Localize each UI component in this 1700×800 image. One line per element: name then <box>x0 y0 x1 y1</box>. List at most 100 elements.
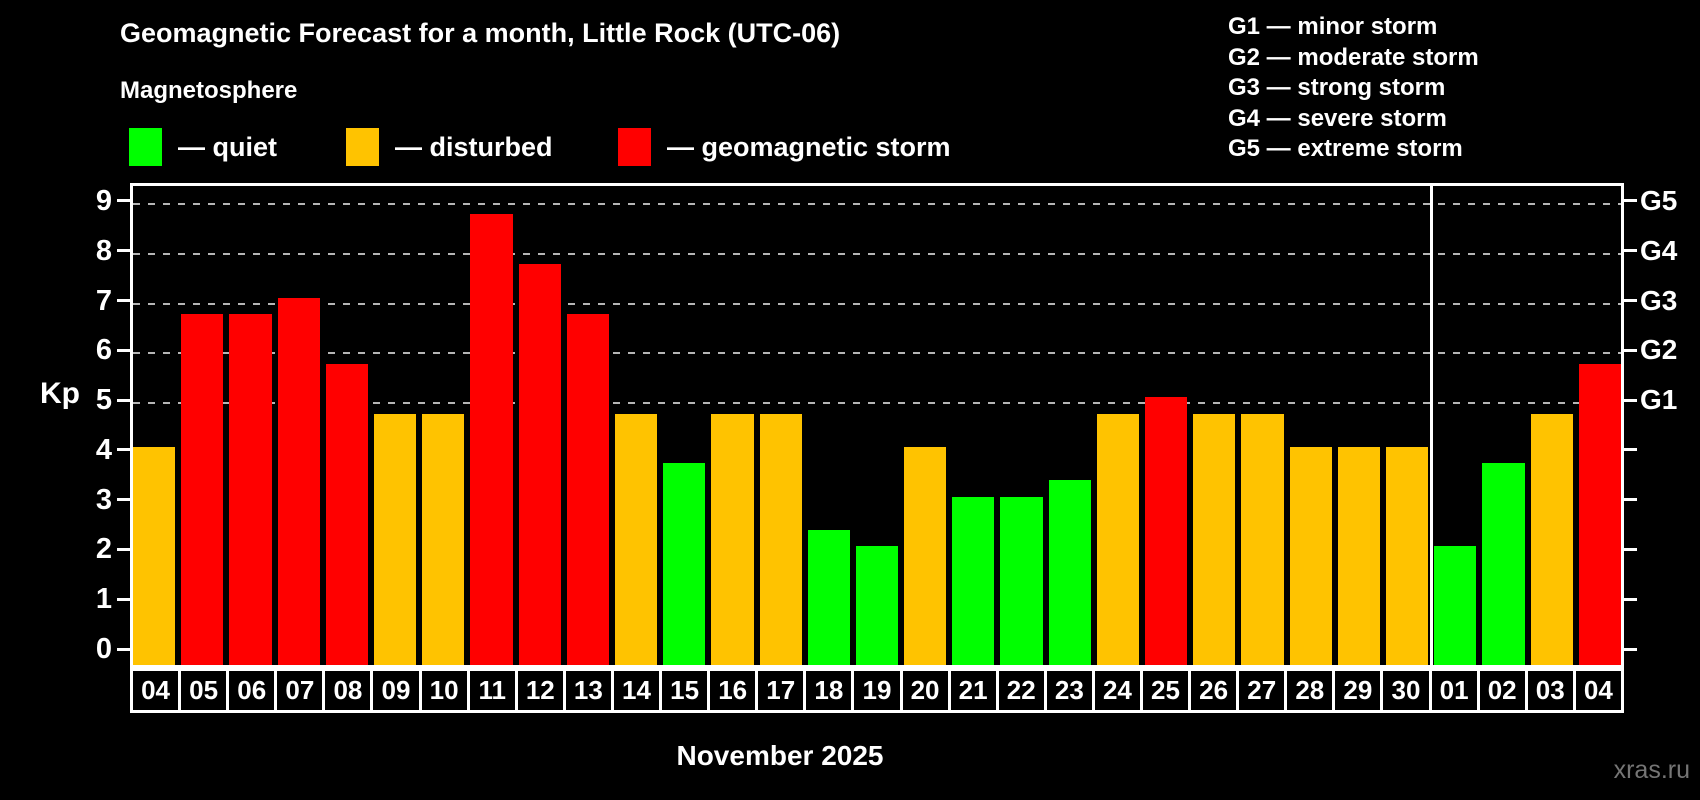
gridline-kp-6 <box>133 352 1621 355</box>
kp-bar-day-06 <box>229 313 272 665</box>
kp-bar-day-05 <box>181 313 224 665</box>
y-tick-label-2: 2 <box>95 533 112 566</box>
date-cell-18: 18 <box>803 668 855 713</box>
date-cell-25: 25 <box>1139 668 1192 713</box>
kp-bar-day-25 <box>1145 397 1188 665</box>
date-cell-22: 22 <box>995 668 1047 713</box>
kp-bar-day-08 <box>325 363 368 665</box>
kp-bar-day-03 <box>1530 413 1573 665</box>
y-tick-left-3 <box>117 498 130 502</box>
y-tick-left-7 <box>117 299 130 303</box>
plot-area <box>130 183 1624 668</box>
date-cell-11: 11 <box>466 668 518 713</box>
legend-label-storm: — geomagnetic storm <box>667 131 951 162</box>
legend-item-quiet: — quiet <box>129 126 277 168</box>
y-tick-right-7 <box>1624 299 1637 303</box>
watermark: xras.ru <box>1613 756 1690 784</box>
page-title: Geomagnetic Forecast for a month, Little… <box>120 18 841 48</box>
kp-bar-day-11 <box>470 214 513 665</box>
y-tick-right-8 <box>1624 249 1637 253</box>
right-axis-label-g1: G1 <box>1640 384 1678 416</box>
date-cell-12: 12 <box>514 668 566 713</box>
kp-bar-day-29 <box>1337 446 1381 665</box>
y-tick-right-4 <box>1624 448 1637 452</box>
y-tick-left-8 <box>117 249 130 253</box>
g-scale-item-g5: G5 — extreme storm <box>1228 135 1463 163</box>
kp-bar-day-09 <box>373 413 417 665</box>
chart-subtitle: Magnetosphere <box>120 77 298 104</box>
storm-color-swatch <box>618 128 651 166</box>
y-tick-right-3 <box>1624 498 1637 502</box>
quiet-color-swatch <box>129 128 162 166</box>
kp-bar-day-01 <box>1434 546 1477 665</box>
date-cell-24: 24 <box>1091 668 1143 713</box>
right-axis-label-g4: G4 <box>1640 234 1678 266</box>
y-tick-left-9 <box>117 199 130 203</box>
kp-bar-day-23 <box>1048 480 1091 665</box>
y-tick-label-0: 0 <box>95 633 112 665</box>
kp-bar-day-20 <box>904 446 947 665</box>
date-cell-15: 15 <box>659 668 711 713</box>
legend-item-storm: — geomagnetic storm <box>618 126 951 168</box>
month-separator <box>1429 186 1433 665</box>
y-tick-label-8: 8 <box>95 234 112 267</box>
kp-bar-day-28 <box>1289 446 1332 665</box>
date-cell-03: 03 <box>1524 668 1576 713</box>
right-axis-label-g5: G5 <box>1640 184 1678 216</box>
y-tick-label-1: 1 <box>95 583 112 616</box>
gridline-kp-8 <box>133 252 1621 255</box>
date-cell-29: 29 <box>1332 668 1384 713</box>
y-tick-label-6: 6 <box>95 334 112 367</box>
kp-bar-day-10 <box>422 413 465 665</box>
y-tick-label-4: 4 <box>95 433 112 466</box>
y-tick-label-7: 7 <box>95 284 112 317</box>
kp-bar-day-15 <box>663 463 706 665</box>
kp-bar-day-27 <box>1241 413 1284 665</box>
y-tick-right-2 <box>1624 547 1637 551</box>
date-cell-01: 01 <box>1428 668 1480 713</box>
date-cell-19: 19 <box>851 668 903 713</box>
kp-bar-day-14 <box>614 413 658 665</box>
date-cell-10: 10 <box>418 668 470 713</box>
date-cell-17: 17 <box>755 668 807 713</box>
date-cell-27: 27 <box>1236 668 1288 713</box>
y-tick-left-0 <box>117 647 130 651</box>
kp-bar-day-26 <box>1193 413 1236 665</box>
kp-bar-day-04 <box>1578 363 1621 665</box>
date-cell-07: 07 <box>274 668 326 713</box>
kp-bar-day-16 <box>711 413 754 665</box>
y-axis-label-kp: Kp <box>40 377 80 410</box>
kp-bar-day-04 <box>133 446 176 665</box>
kp-bar-day-07 <box>277 297 320 665</box>
right-axis-label-g3: G3 <box>1640 284 1678 316</box>
y-tick-right-1 <box>1624 597 1637 601</box>
y-tick-label-9: 9 <box>95 184 112 217</box>
date-axis: 04 05 06 07 08 09 10 11 12 13 14 15 16 17 18 19 20 21 22 23… <box>130 668 1624 713</box>
x-axis-title: November 2025 <box>676 740 884 771</box>
date-cell-06: 06 <box>226 668 278 713</box>
date-cell-28: 28 <box>1284 668 1336 713</box>
kp-bar-day-24 <box>1096 413 1140 665</box>
date-cell-02: 02 <box>1476 668 1528 713</box>
legend-label-quiet: — quiet <box>178 131 277 162</box>
kp-bar-day-18 <box>807 530 850 665</box>
y-tick-label-3: 3 <box>95 483 112 516</box>
date-cell-21: 21 <box>947 668 999 713</box>
y-tick-left-1 <box>117 597 130 601</box>
y-tick-left-2 <box>117 547 130 551</box>
date-cell-05: 05 <box>178 668 230 713</box>
date-cell-23: 23 <box>1043 668 1095 713</box>
kp-bar-day-17 <box>759 413 802 665</box>
date-cell-16: 16 <box>707 668 759 713</box>
legend-label-disturbed: — disturbed <box>395 131 553 162</box>
right-axis-label-g2: G2 <box>1640 334 1678 366</box>
kp-bar-day-22 <box>1000 496 1043 665</box>
kp-bar-day-13 <box>566 313 609 665</box>
date-cell-04: 04 <box>130 668 182 713</box>
date-cell-04: 04 <box>1572 668 1624 713</box>
gridline-kp-7 <box>133 302 1621 305</box>
kp-bar-day-21 <box>952 496 995 665</box>
y-tick-right-0 <box>1624 647 1637 651</box>
y-tick-left-4 <box>117 448 130 452</box>
